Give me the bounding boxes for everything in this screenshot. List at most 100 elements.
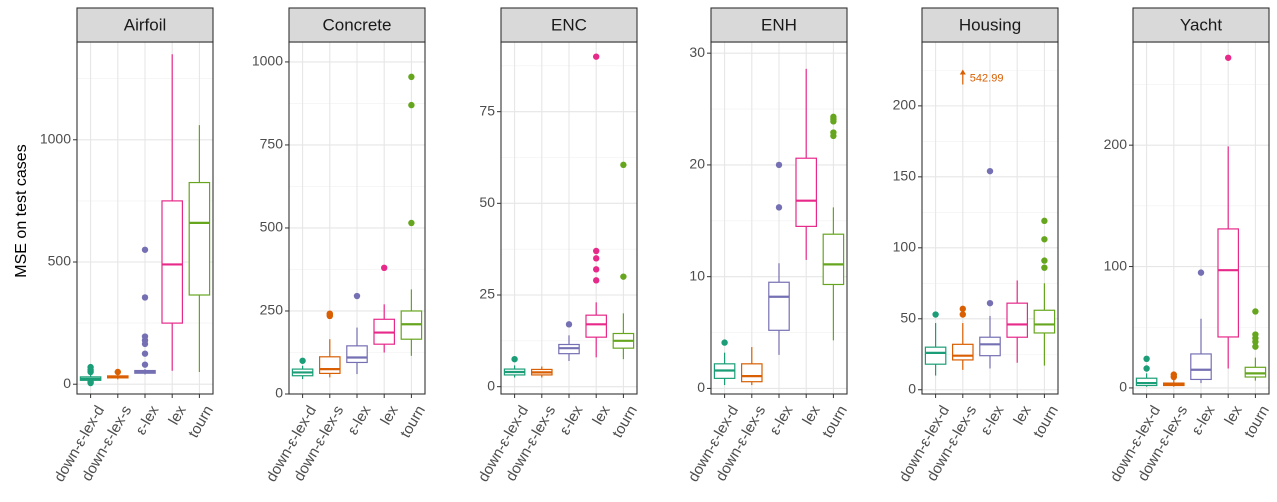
facet-title: ENH	[761, 15, 797, 34]
box-iqr	[1190, 353, 1212, 381]
box-4	[585, 53, 607, 358]
outlier-point	[593, 266, 600, 273]
y-tick-label: 250	[260, 302, 284, 318]
box-3	[558, 321, 580, 361]
y-tick-label: 100	[893, 239, 917, 255]
outlier-point	[1143, 365, 1150, 372]
y-tick-label: 100	[1104, 257, 1128, 273]
facet-title: Concrete	[323, 15, 392, 34]
x-tick-label: lex	[377, 402, 402, 428]
annotation-arrowhead	[959, 69, 966, 75]
box-iqr	[188, 181, 211, 296]
box-iqr	[822, 233, 845, 286]
outlier-point	[1143, 355, 1150, 362]
box-iqr	[740, 363, 763, 383]
box-iqr	[161, 200, 183, 324]
outlier-point	[1197, 269, 1205, 276]
y-tick-label: 0	[697, 379, 705, 395]
x-tick-label: tourn	[1241, 403, 1273, 441]
outlier-point	[408, 73, 415, 81]
box-iqr	[1217, 228, 1239, 338]
box-iqr	[1135, 377, 1158, 387]
box-1	[291, 357, 314, 380]
x-tick-label: ε-lex	[1188, 402, 1218, 438]
outlier-point	[1252, 308, 1259, 315]
outlier-point	[141, 294, 149, 301]
y-tick-label: 0	[1119, 379, 1127, 395]
x-tick-label: ε-lex	[132, 402, 162, 438]
x-tick-label: tourn	[819, 403, 851, 441]
outlier-point	[1252, 343, 1259, 350]
box-1	[79, 363, 102, 387]
box-2	[1162, 371, 1185, 387]
y-tick-label: 750	[260, 136, 284, 152]
outlier-point	[141, 246, 149, 253]
x-tick-label: lex	[589, 402, 614, 428]
outlier-point	[114, 368, 122, 376]
y-tick-label: 75	[479, 102, 495, 118]
annotation-label: 542.99	[970, 72, 1004, 84]
box-iqr	[346, 345, 368, 364]
box-2	[740, 347, 763, 386]
outlier-point	[932, 311, 939, 318]
box-1	[713, 339, 736, 386]
outlier-point	[1225, 54, 1232, 61]
y-tick-label: 50	[900, 309, 916, 325]
panel-housing: 542.99Housing050100150200down-ε-lex-ddow…	[893, 7, 1062, 485]
outlier-point	[986, 167, 994, 175]
y-tick-label: 20	[689, 156, 705, 172]
outlier-point	[565, 321, 573, 328]
y-tick-label: 500	[260, 219, 284, 235]
x-tick-label: tourn	[609, 403, 641, 441]
y-tick-label: 0	[63, 375, 71, 391]
x-tick-label: ε-lex	[556, 402, 586, 438]
outlier-point	[1041, 257, 1048, 264]
box-5	[612, 161, 635, 360]
box-4	[1217, 54, 1239, 369]
x-tick-label: ε-lex	[344, 402, 374, 438]
outlier-point	[87, 363, 94, 371]
facet-title: Yacht	[1180, 15, 1222, 34]
x-tick-label: lex	[165, 402, 190, 428]
facet-title: Airfoil	[124, 15, 167, 34]
y-tick-label: 0	[275, 385, 283, 401]
box-1	[1135, 355, 1158, 387]
outlier-point	[381, 264, 388, 272]
outlier-point	[986, 299, 994, 307]
box-iqr	[585, 314, 607, 338]
box-2	[530, 366, 553, 378]
facet-strip	[710, 7, 848, 43]
outlier-point	[830, 129, 837, 136]
facet-strip	[76, 7, 214, 43]
box-iqr	[951, 343, 974, 361]
outlier-point	[1252, 331, 1259, 338]
y-tick-label: 1000	[40, 130, 71, 146]
box-5	[1033, 217, 1056, 366]
outlier-point	[1041, 264, 1048, 271]
outlier-point	[593, 53, 600, 60]
box-1	[503, 355, 526, 378]
outlier-point	[775, 204, 783, 211]
y-tick-label: 150	[893, 168, 917, 184]
y-tick-label: 500	[48, 253, 72, 269]
box-5	[822, 113, 845, 341]
x-tick-label: lex	[1010, 402, 1035, 428]
x-tick-label: lex	[1221, 402, 1246, 428]
panel-yacht: Yacht0100200down-ε-lex-ddown-ε-lex-sε-le…	[1104, 7, 1273, 485]
box-2	[319, 310, 341, 378]
outlier-point	[830, 113, 837, 121]
outlier-point	[141, 361, 149, 368]
y-tick-label: 25	[479, 286, 495, 302]
off-scale-annotation: 542.99	[959, 69, 1004, 85]
x-tick-label: tourn	[185, 403, 217, 441]
box-iqr	[1033, 309, 1056, 334]
box-4	[1006, 280, 1028, 363]
y-tick-label: 10	[689, 267, 705, 283]
outlier-point	[1170, 371, 1178, 378]
outlier-point	[620, 161, 627, 169]
outlier-point	[593, 255, 600, 262]
y-tick-label: 30	[689, 44, 705, 60]
